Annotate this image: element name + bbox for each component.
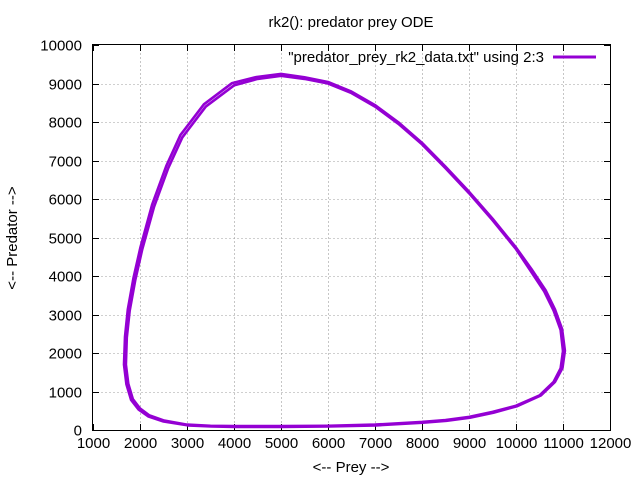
x-tick-label: 1000 xyxy=(77,435,110,452)
y-tick-label: 10000 xyxy=(40,38,82,55)
x-tick-label: 9000 xyxy=(453,435,486,452)
y-tick-label: 8000 xyxy=(49,115,82,132)
x-tick-label: 5000 xyxy=(265,435,298,452)
x-tick-label: 12000 xyxy=(590,435,632,452)
x-tick-label: 3000 xyxy=(171,435,204,452)
y-tick-label: 7000 xyxy=(49,154,82,171)
y-tick-label: 2000 xyxy=(49,346,82,363)
x-axis-label: <-- Prey --> xyxy=(313,459,390,476)
x-tick-label: 4000 xyxy=(218,435,251,452)
y-tick-label: 9000 xyxy=(49,77,82,94)
x-tick-label: 6000 xyxy=(312,435,345,452)
x-tick-label: 11000 xyxy=(543,435,584,452)
y-tick-label: 6000 xyxy=(49,192,82,209)
y-tick-label: 1000 xyxy=(49,385,82,402)
y-tick-label: 0 xyxy=(74,423,82,440)
y-tick-label: 4000 xyxy=(49,269,82,286)
axis-ticks: 1000 2000 3000 4000 5000 6000 7000 8000 9000 1000… xyxy=(40,38,631,453)
plot-frame xyxy=(92,44,611,431)
legend-label: "predator_prey_rk2_data.txt" using 2:3 xyxy=(288,49,544,66)
y-tick-label: 3000 xyxy=(49,308,82,325)
x-tick-label: 10000 xyxy=(496,435,538,452)
series-line xyxy=(124,74,565,428)
x-tick-label: 2000 xyxy=(124,435,157,452)
y-tick-label: 5000 xyxy=(49,231,82,248)
x-tick-label: 7000 xyxy=(359,435,392,452)
series-lines xyxy=(122,72,567,429)
series-line xyxy=(122,72,567,429)
grid-lines xyxy=(93,45,610,430)
y-axis-label: <-- Predator --> xyxy=(4,186,21,290)
x-tick-label: 8000 xyxy=(406,435,439,452)
legend: "predator_prey_rk2_data.txt" using 2:3 xyxy=(288,49,596,66)
chart-title: rk2(): predator prey ODE xyxy=(268,14,433,31)
